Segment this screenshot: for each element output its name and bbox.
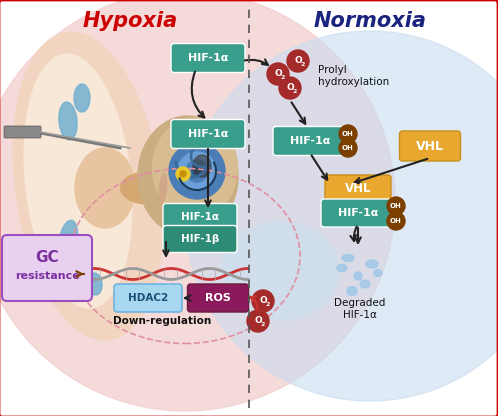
Ellipse shape [220,221,340,321]
Ellipse shape [152,118,238,218]
Text: OH: OH [342,131,354,137]
FancyBboxPatch shape [273,126,347,156]
Ellipse shape [24,54,132,308]
Circle shape [387,197,405,215]
Circle shape [267,63,289,85]
Circle shape [176,167,190,181]
Circle shape [169,143,225,199]
Circle shape [0,0,395,411]
FancyBboxPatch shape [171,44,245,72]
FancyBboxPatch shape [4,126,41,138]
Text: HIF-1α: HIF-1α [290,136,330,146]
FancyBboxPatch shape [171,119,245,149]
Text: HIF-1α: HIF-1α [188,129,228,139]
Circle shape [186,160,208,182]
FancyArrowPatch shape [245,59,268,65]
Ellipse shape [121,172,175,204]
FancyBboxPatch shape [163,203,237,230]
Ellipse shape [338,263,346,272]
Text: Hypoxia: Hypoxia [82,11,178,31]
Ellipse shape [138,116,238,236]
FancyArrowPatch shape [192,72,204,117]
Ellipse shape [75,148,135,228]
Circle shape [339,125,357,143]
Text: 2: 2 [260,322,265,327]
Text: Prolyl
hydroxylation: Prolyl hydroxylation [318,65,389,87]
Circle shape [247,310,269,332]
Text: VHL: VHL [345,183,371,196]
Text: OH: OH [390,203,402,209]
Text: HDAC2: HDAC2 [128,293,168,303]
FancyArrowPatch shape [351,226,357,241]
Text: Degraded
HIF-1α: Degraded HIF-1α [334,298,385,319]
Ellipse shape [58,220,78,262]
Circle shape [252,290,274,312]
FancyBboxPatch shape [321,199,395,227]
Text: O: O [259,296,267,305]
Circle shape [339,139,357,157]
Text: HIF-1α: HIF-1α [338,208,378,218]
Text: VHL: VHL [416,139,444,153]
Text: OH: OH [342,145,354,151]
Text: resistance: resistance [14,271,79,281]
Circle shape [185,31,498,401]
Ellipse shape [342,255,354,262]
Text: ROS: ROS [205,293,231,303]
Text: HIF-1β: HIF-1β [181,234,219,244]
FancyBboxPatch shape [325,175,391,203]
Ellipse shape [352,272,364,280]
FancyBboxPatch shape [2,235,92,301]
FancyArrowPatch shape [250,296,257,310]
Ellipse shape [359,280,371,287]
Text: 2: 2 [292,89,297,94]
Text: O: O [254,316,262,325]
Text: Normoxia: Normoxia [314,11,426,31]
Circle shape [287,50,309,72]
FancyBboxPatch shape [114,284,182,312]
Text: O: O [274,69,282,78]
Text: 2: 2 [300,62,305,67]
Text: O: O [294,56,302,65]
Ellipse shape [193,155,211,177]
Text: HIF-1α: HIF-1α [181,212,219,222]
Ellipse shape [74,84,90,112]
FancyBboxPatch shape [188,284,249,312]
Text: 2: 2 [280,75,285,80]
Text: 2: 2 [265,302,270,307]
Ellipse shape [374,270,382,277]
Ellipse shape [74,253,90,283]
Text: GC: GC [35,250,59,265]
Circle shape [387,212,405,230]
Ellipse shape [88,273,102,295]
Text: Down-regulation: Down-regulation [113,316,211,326]
Circle shape [180,171,186,177]
FancyBboxPatch shape [163,225,237,253]
Ellipse shape [368,260,376,268]
Circle shape [279,77,301,99]
Ellipse shape [346,287,358,295]
Text: HIF-1α: HIF-1α [188,53,228,63]
Text: O: O [286,83,294,92]
Text: OH: OH [390,218,402,224]
Circle shape [192,166,202,176]
Ellipse shape [59,102,77,140]
Circle shape [178,152,216,190]
Ellipse shape [13,32,163,340]
FancyBboxPatch shape [399,131,461,161]
Ellipse shape [159,174,167,202]
